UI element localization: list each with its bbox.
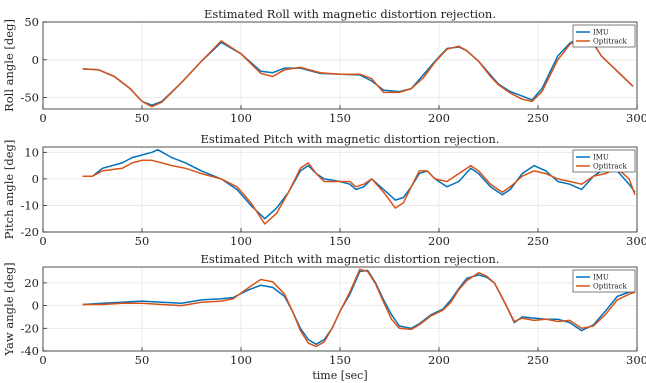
x-tick-label: 0 <box>39 353 46 367</box>
x-tick-label: 200 <box>428 234 450 248</box>
x-tick-label: 200 <box>428 111 450 125</box>
y-axis-label: Yaw angle [deg] <box>2 262 16 356</box>
x-tick-label: 300 <box>626 353 646 367</box>
series-line-optitrack <box>82 159 636 225</box>
x-tick-label: 250 <box>527 234 549 248</box>
x-tick-label: 100 <box>230 234 252 248</box>
y-tick-label: -10 <box>20 198 39 212</box>
x-tick-label: 50 <box>135 111 150 125</box>
y-tick-label: 0 <box>32 172 39 186</box>
x-tick-label: 50 <box>135 234 150 248</box>
y-tick-label: -20 <box>20 225 39 239</box>
x-tick-label: 250 <box>527 111 549 125</box>
x-tick-label: 300 <box>626 111 646 125</box>
x-tick-label: 100 <box>230 353 252 367</box>
series-line-optitrack <box>82 268 636 348</box>
y-tick-label: 20 <box>24 276 39 290</box>
y-tick-label: 0 <box>32 299 39 313</box>
x-tick-label: 0 <box>39 111 46 125</box>
y-tick-label: -50 <box>20 91 39 105</box>
legend-entry: IMU <box>593 154 609 162</box>
legend-entry: Optitrack <box>593 283 628 291</box>
y-tick-label: 0 <box>32 53 39 67</box>
x-axis-label: time [sec] <box>312 369 367 382</box>
y-tick-label: -20 <box>20 321 39 335</box>
x-tick-label: 100 <box>230 111 252 125</box>
chart-3: 0 50 100 150 200 250 300 -40 -20 0 20 Estimated Pit… <box>2 252 646 382</box>
x-tick-label: 150 <box>329 111 351 125</box>
chart-title: Estimated Pitch with magnetic distortion… <box>201 252 500 266</box>
y-axis-label: Roll angle [deg] <box>2 19 16 112</box>
x-tick-label: 300 <box>626 234 646 248</box>
legend-entry: Optitrack <box>593 163 628 171</box>
y-tick-label: 10 <box>24 145 39 159</box>
legend-entry: IMU <box>593 29 609 37</box>
y-tick-label: -40 <box>20 344 39 358</box>
x-tick-label: 150 <box>329 234 351 248</box>
legend-entry: IMU <box>593 274 609 282</box>
chart-title: Estimated Roll with magnetic distortion … <box>204 7 496 21</box>
y-tick-label: 50 <box>24 15 39 29</box>
x-tick-label: 250 <box>527 353 549 367</box>
y-axis-label: Pitch angle [deg] <box>2 140 16 240</box>
chart-2: 0 50 100 150 200 250 300 -20 -10 0 10 Estimated Pit… <box>2 132 646 248</box>
x-tick-label: 0 <box>39 234 46 248</box>
x-tick-label: 200 <box>428 353 450 367</box>
series-line-optitrack <box>82 34 634 108</box>
legend-entry: Optitrack <box>593 38 628 46</box>
chart-title: Estimated Pitch with magnetic distortion… <box>201 132 500 146</box>
x-tick-label: 150 <box>329 353 351 367</box>
x-tick-label: 50 <box>135 353 150 367</box>
